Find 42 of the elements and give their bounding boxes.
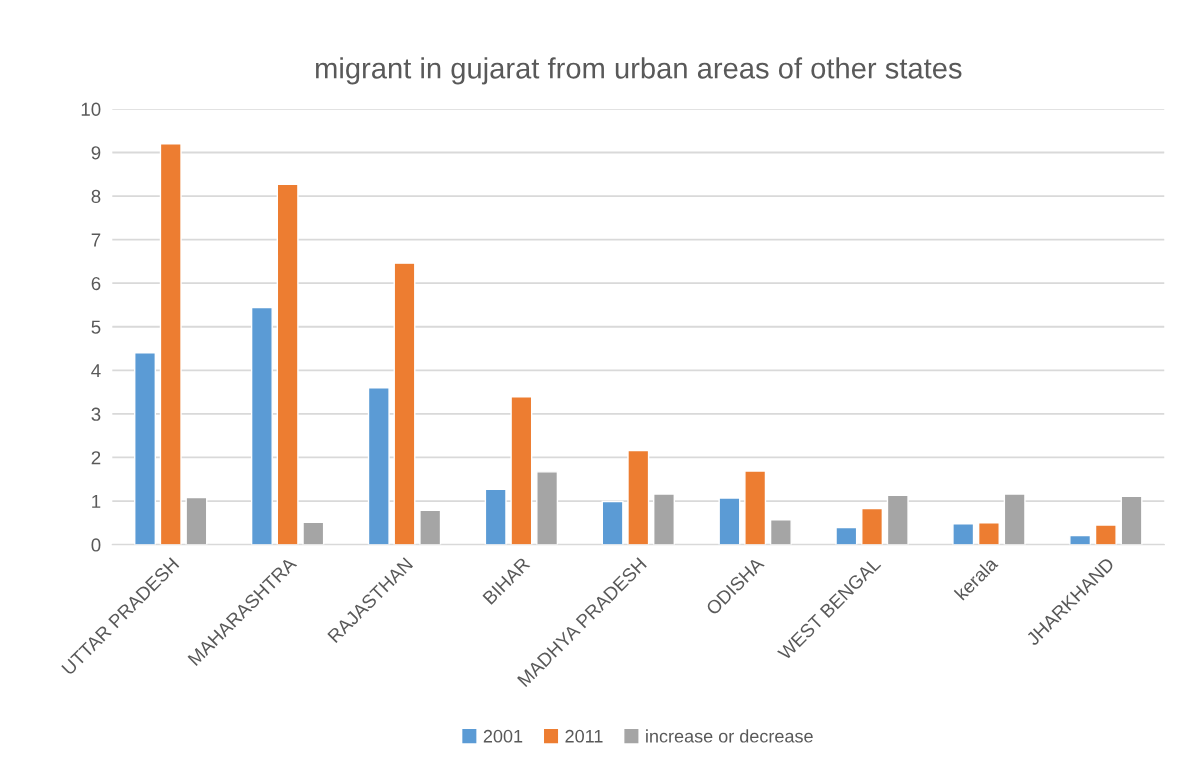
- bar: [861, 507, 884, 545]
- bar: [367, 387, 390, 545]
- bar: [159, 143, 182, 545]
- y-tick-label: 10: [81, 102, 101, 116]
- y-tick-label: 2: [91, 451, 101, 465]
- bar: [835, 526, 858, 545]
- y-tick-label: 4: [91, 364, 101, 378]
- bar: [536, 471, 559, 545]
- bar: [484, 488, 507, 545]
- bar: [134, 352, 156, 545]
- bar: [1069, 534, 1092, 545]
- y-tick-label: 1: [92, 494, 101, 508]
- bar: [977, 522, 1000, 545]
- bar: [276, 183, 299, 545]
- y-tick-label: 7: [91, 233, 101, 247]
- y-tick-label: 8: [91, 189, 101, 204]
- legend-label: 2011: [565, 729, 603, 743]
- bar: [653, 493, 675, 545]
- bar: [250, 306, 273, 545]
- legend-label: 2001: [483, 729, 523, 743]
- y-tick-label: 5: [91, 320, 101, 334]
- y-tick-label: 9: [91, 146, 101, 160]
- bar: [419, 509, 442, 545]
- bar: [744, 470, 767, 545]
- bar: [1094, 524, 1117, 545]
- y-tick-label: 3: [91, 407, 101, 421]
- bar: [601, 500, 624, 545]
- bar: [510, 396, 533, 545]
- bar: [302, 521, 325, 545]
- y-tick-label: 0: [91, 538, 101, 552]
- chart-title: migrant in gujarat from urban areas of other states: [316, 57, 962, 85]
- bar: [886, 494, 909, 545]
- y-tick-label: 6: [91, 276, 101, 291]
- legend-label: increase or decrease: [646, 729, 813, 743]
- bar: [627, 449, 650, 545]
- bar: [952, 522, 975, 545]
- bar: [185, 496, 208, 545]
- bar: [393, 262, 416, 545]
- bar: [718, 497, 741, 545]
- bar: [1003, 493, 1026, 545]
- bar: [769, 519, 792, 545]
- bar: [1120, 495, 1143, 545]
